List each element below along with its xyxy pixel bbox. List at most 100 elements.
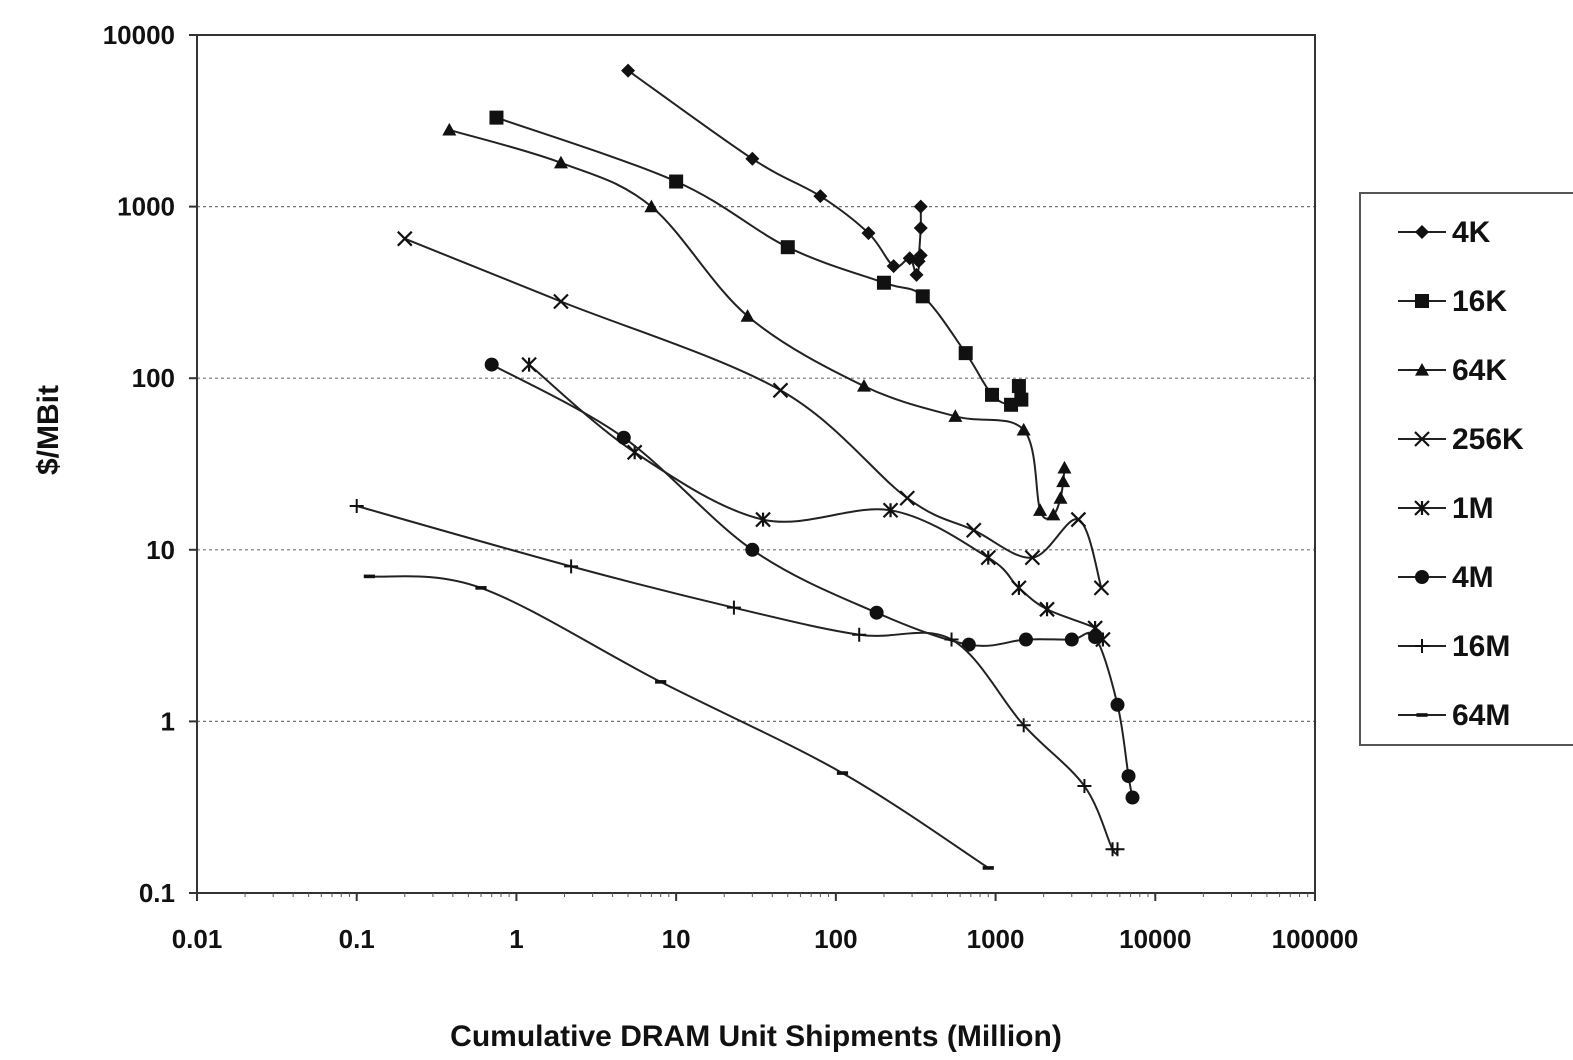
y-axis-title: $/MBit	[32, 385, 65, 475]
point-16K-1	[669, 174, 684, 189]
legend-item-16K: 16K	[1398, 285, 1507, 318]
point-64K-7	[1033, 503, 1048, 516]
x-axis-title: Cumulative DRAM Unit Shipments (Million)	[450, 1020, 1062, 1053]
point-256K-0	[397, 230, 413, 247]
point-16M-5	[1016, 718, 1031, 733]
point-4K-10	[913, 199, 928, 214]
legend-marker-256K	[1414, 431, 1430, 447]
plot-area-border	[196, 34, 1316, 894]
y-tick-label-1: 1000	[117, 192, 175, 222]
point-4K-8	[911, 254, 926, 269]
legend-item-64M: 64M	[1398, 699, 1510, 732]
y-tick-label-5: 0.1	[139, 878, 175, 908]
point-4M-2	[745, 542, 760, 557]
point-4K-4	[886, 259, 901, 274]
legend-marker-4K	[1415, 225, 1429, 239]
point-64M-3	[836, 771, 849, 775]
point-1M-2	[755, 511, 771, 528]
point-4M-4	[961, 637, 976, 652]
series-16K	[489, 110, 1029, 412]
legend-marker-64K	[1415, 363, 1429, 376]
point-64K-4	[856, 379, 871, 392]
series-64K	[442, 122, 1072, 521]
point-4M-10	[1125, 790, 1140, 805]
x-axis-ticks: 0.01 0.1 1 10 100 1000 10000 100000	[172, 893, 1359, 954]
legend-marker-64M	[1416, 713, 1428, 717]
point-4M-6	[1064, 632, 1079, 647]
legend: 4K 16K 64K 256K 1M 4M 16M 64M	[1359, 192, 1573, 746]
point-64M-2	[655, 680, 667, 684]
point-16M-2	[726, 600, 741, 615]
legend-label-1M: 1M	[1452, 492, 1494, 525]
point-64K-6	[1016, 422, 1031, 436]
legend-label-16K: 16K	[1452, 285, 1507, 318]
point-16K-6	[985, 387, 1000, 402]
y-tick-label-3: 10	[146, 535, 175, 565]
series-64M	[363, 574, 994, 870]
point-64K-1	[553, 155, 568, 169]
point-4K-3	[861, 226, 876, 241]
legend-item-4M: 4M	[1398, 561, 1494, 594]
point-64K-3	[740, 309, 755, 322]
point-16M-8	[1110, 842, 1125, 857]
point-16M-0	[349, 498, 364, 513]
point-64K-5	[948, 409, 963, 422]
point-64K-11	[1057, 460, 1072, 474]
point-16K-3	[876, 275, 891, 290]
point-256K-4	[965, 522, 982, 539]
x-tick-label-7: 100000	[1272, 924, 1359, 954]
point-1M-3	[882, 502, 899, 519]
point-16M-6	[1077, 779, 1092, 794]
series-line-64M	[369, 575, 989, 869]
legend-label-4K: 4K	[1452, 216, 1491, 249]
point-1M-5	[1011, 580, 1027, 596]
y-tick-label-2: 100	[132, 363, 175, 393]
legend-item-1M: 1M	[1398, 492, 1494, 525]
legend-label-16M: 16M	[1452, 630, 1510, 663]
point-4M-9	[1121, 769, 1136, 784]
point-16K-4	[915, 289, 930, 304]
legend-label-256K: 256K	[1452, 423, 1524, 456]
point-256K-2	[772, 382, 789, 399]
point-64M-4	[982, 866, 994, 870]
point-16K-2	[780, 240, 795, 255]
legend-label-4M: 4M	[1452, 561, 1494, 594]
series-line-1M	[528, 363, 1104, 641]
series-4K	[621, 63, 928, 282]
series-16M	[349, 498, 1125, 857]
x-tick-label-2: 1	[509, 924, 523, 954]
point-64K-2	[644, 199, 659, 213]
point-16M-3	[852, 627, 867, 642]
series-layer	[349, 63, 1140, 870]
point-4K-9	[913, 221, 928, 236]
legend-item-64K: 64K	[1398, 354, 1507, 387]
series-4M	[484, 357, 1140, 805]
legend-box	[1359, 192, 1573, 746]
y-tick-label-4: 1	[161, 706, 175, 736]
legend-label-64K: 64K	[1452, 354, 1507, 387]
point-4M-1	[616, 430, 631, 445]
legend-item-256K: 256K	[1398, 423, 1524, 456]
legend-item-16M: 16M	[1398, 630, 1510, 663]
x-tick-label-0: 0.01	[172, 924, 223, 954]
point-16K-8	[1014, 392, 1029, 407]
point-4K-0	[621, 63, 636, 78]
y-tick-label-0: 10000	[103, 20, 175, 50]
point-64K-10	[1056, 474, 1071, 488]
point-4M-8	[1110, 697, 1125, 712]
point-64K-8	[1046, 507, 1061, 521]
point-4K-1	[745, 151, 760, 166]
point-256K-1	[553, 293, 569, 310]
point-16K-0	[489, 110, 504, 125]
point-64M-1	[475, 586, 487, 590]
x-tick-label-1: 0.1	[339, 924, 375, 954]
point-1M-4	[980, 549, 997, 566]
point-64K-9	[1053, 491, 1068, 504]
point-16K-9	[1011, 379, 1026, 394]
point-4M-0	[484, 357, 499, 372]
legend-marker-4M	[1415, 570, 1429, 584]
point-256K-6	[1070, 511, 1087, 528]
point-16M-1	[564, 559, 579, 574]
